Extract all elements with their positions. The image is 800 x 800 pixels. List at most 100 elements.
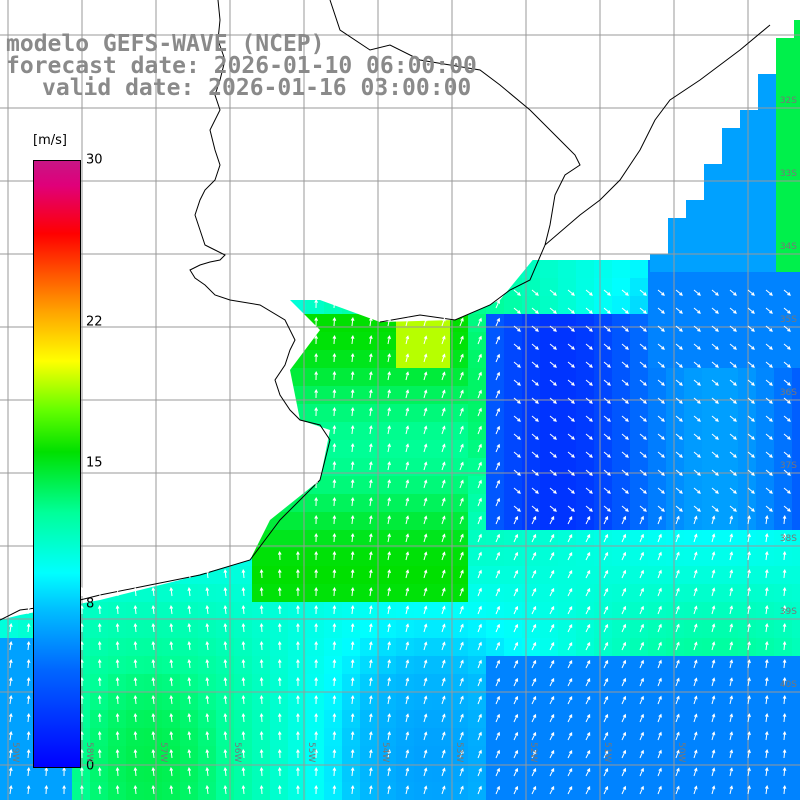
wind-speed-cell xyxy=(396,332,414,350)
wind-speed-cell xyxy=(306,638,324,656)
wind-speed-cell xyxy=(594,440,612,458)
wind-arrow xyxy=(8,641,13,651)
wind-speed-cell xyxy=(758,236,776,254)
wind-arrow xyxy=(603,587,609,597)
wind-arrow xyxy=(729,289,737,296)
wind-speed-cell xyxy=(36,782,54,800)
wind-speed-cell xyxy=(108,638,126,656)
wind-speed-cell xyxy=(612,332,630,350)
wind-speed-cell xyxy=(162,656,180,674)
wind-speed-cell xyxy=(702,278,720,296)
wind-arrow xyxy=(603,623,609,633)
wind-arrow xyxy=(782,748,787,759)
wind-arrow xyxy=(314,676,319,687)
wind-arrow xyxy=(405,389,410,399)
wind-arrow xyxy=(441,587,446,597)
wind-arrow xyxy=(747,379,755,386)
wind-speed-cell xyxy=(468,764,486,782)
wind-speed-cell xyxy=(288,584,306,602)
wind-speed-cell xyxy=(666,422,684,440)
wind-arrow xyxy=(423,443,428,453)
wind-arrow xyxy=(729,487,737,494)
wind-speed-cell xyxy=(108,746,126,764)
wind-arrow xyxy=(277,694,282,705)
wind-arrow xyxy=(513,623,519,633)
wind-arrow xyxy=(369,281,373,291)
wind-arrow xyxy=(764,785,769,795)
wind-arrow xyxy=(711,713,716,723)
wind-arrow xyxy=(585,469,593,476)
wind-arrow xyxy=(459,569,464,579)
wind-arrow xyxy=(441,551,446,561)
wind-speed-cell xyxy=(216,656,234,674)
wind-arrow xyxy=(639,325,647,332)
wind-speed-cell xyxy=(342,530,360,548)
wind-speed-cell xyxy=(738,440,756,458)
wind-arrow xyxy=(567,659,573,669)
wind-arrow xyxy=(782,784,787,795)
wind-arrow xyxy=(567,713,573,723)
wind-arrow xyxy=(567,605,573,615)
wind-speed-cell xyxy=(414,458,432,476)
wind-speed-cell xyxy=(306,296,324,314)
wind-speed-cell xyxy=(702,332,720,350)
wind-arrow xyxy=(783,505,791,512)
wind-arrow xyxy=(567,433,575,440)
wind-speed-cell xyxy=(630,584,648,602)
wind-arrow xyxy=(495,551,501,561)
wind-arrow xyxy=(241,749,246,759)
wind-speed-cell xyxy=(324,602,342,620)
wind-speed-cell xyxy=(684,764,702,782)
wind-arrow xyxy=(495,371,501,381)
wind-speed-cell xyxy=(414,764,432,782)
wind-arrow xyxy=(693,677,698,687)
wind-speed-cell xyxy=(648,746,666,764)
wind-speed-cell xyxy=(108,764,126,782)
wind-speed-cell xyxy=(504,620,522,638)
wind-speed-cell xyxy=(756,638,774,656)
wind-speed-cell xyxy=(648,458,666,476)
wind-arrow xyxy=(657,605,662,615)
wind-speed-cell xyxy=(576,530,594,548)
wind-arrow xyxy=(495,731,501,741)
wind-speed-cell xyxy=(342,440,360,458)
wind-speed-cell xyxy=(612,494,630,512)
wind-speed-cell xyxy=(594,530,612,548)
wind-speed-cell xyxy=(794,146,800,164)
wind-speed-cell xyxy=(758,164,776,182)
wind-speed-cell xyxy=(630,440,648,458)
wind-arrow xyxy=(513,379,521,386)
wind-arrow xyxy=(729,641,734,651)
wind-arrow xyxy=(783,415,791,422)
longitude-label: 59W xyxy=(10,742,20,763)
wind-arrow xyxy=(97,766,102,777)
wind-arrow xyxy=(513,587,519,597)
wind-arrow xyxy=(151,659,156,669)
wind-speed-cell xyxy=(702,602,720,620)
wind-arrow xyxy=(459,497,464,507)
wind-speed-cell xyxy=(144,602,162,620)
wind-speed-cell xyxy=(414,656,432,674)
wind-speed-cell xyxy=(288,656,306,674)
wind-speed-cell xyxy=(432,602,450,620)
wind-arrow xyxy=(296,622,300,633)
wind-speed-cell xyxy=(18,638,36,656)
wind-speed-cell xyxy=(414,494,432,512)
wind-arrow xyxy=(603,415,611,422)
wind-speed-cell xyxy=(594,368,612,386)
wind-speed-cell xyxy=(794,200,800,218)
wind-speed-cell xyxy=(504,458,522,476)
wind-speed-cell xyxy=(486,368,504,386)
wind-speed-cell xyxy=(198,602,216,620)
wind-arrow xyxy=(585,623,591,633)
wind-arrow xyxy=(531,677,537,687)
wind-arrow xyxy=(277,730,282,741)
wind-speed-cell xyxy=(198,620,216,638)
wind-speed-cell xyxy=(684,692,702,710)
wind-speed-cell xyxy=(468,332,486,350)
wind-arrow xyxy=(459,749,464,759)
wind-arrow xyxy=(603,695,609,705)
wind-speed-cell xyxy=(252,728,270,746)
wind-arrow xyxy=(26,749,31,759)
wind-speed-cell xyxy=(738,530,756,548)
